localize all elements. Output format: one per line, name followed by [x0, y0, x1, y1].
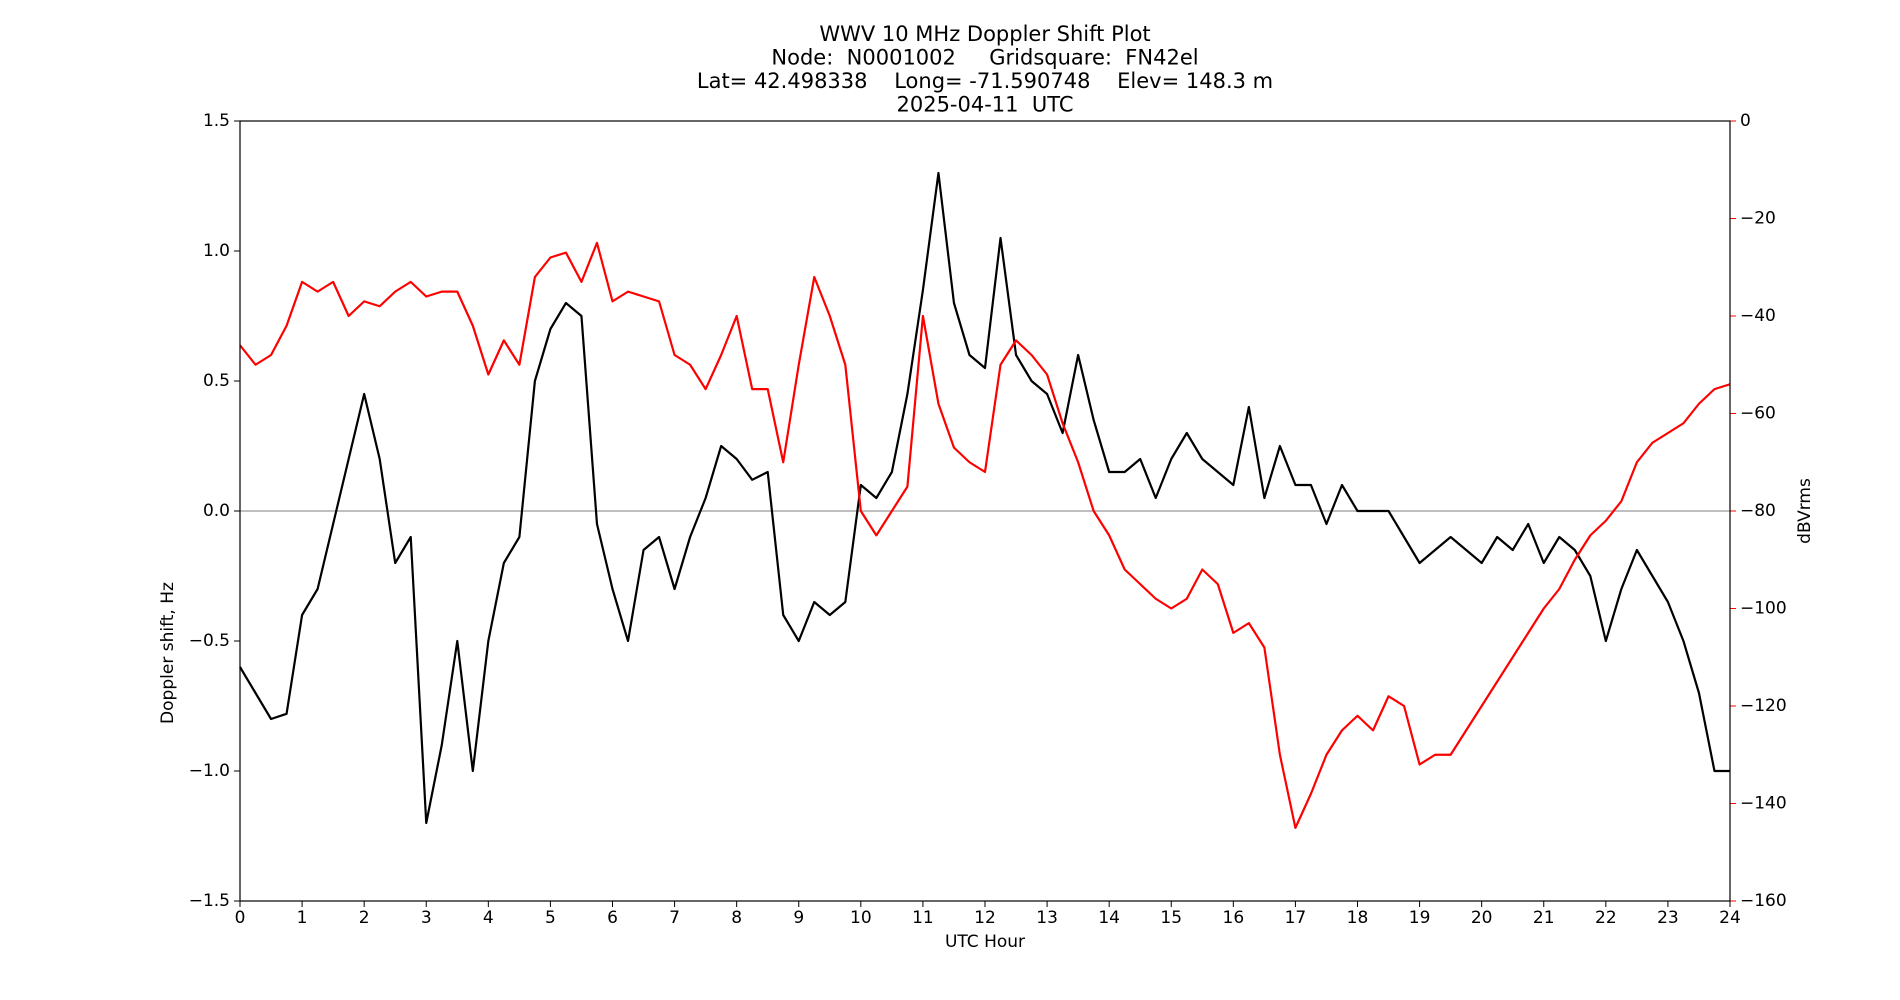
x-tick-label: 21 — [1533, 908, 1555, 928]
x-tick-label: 13 — [1036, 908, 1058, 928]
chart-title: Node: N0001002 Gridsquare: FN42el — [771, 46, 1198, 70]
series-line — [239, 171, 1730, 825]
x-tick-label: 17 — [1285, 908, 1307, 928]
plot-frame — [239, 120, 1731, 902]
y2-tick-label: −60 — [1740, 404, 1776, 424]
x-tick-label: 7 — [669, 908, 680, 928]
y-tick-label: −0.5 — [189, 631, 230, 651]
x-tick-label: 12 — [974, 908, 996, 928]
x-tick-label: 11 — [912, 908, 934, 928]
x-tick-label: 23 — [1657, 908, 1679, 928]
series-line — [239, 241, 1731, 829]
y-tick-label: 0.0 — [203, 501, 230, 521]
x-tick-label: 18 — [1347, 908, 1369, 928]
y2-tick-label: −140 — [1740, 794, 1787, 814]
y2-tick-label: 0 — [1740, 111, 1751, 131]
x-tick-label: 22 — [1595, 908, 1617, 928]
x-axis-label: UTC Hour — [945, 932, 1025, 952]
x-tick-label: 0 — [235, 908, 246, 928]
x-tick-label: 9 — [793, 908, 804, 928]
y2-tick-label: −40 — [1740, 306, 1776, 326]
y-tick-label: 1.0 — [203, 241, 230, 261]
x-tick-label: 1 — [297, 908, 308, 928]
chart-title: WWV 10 MHz Doppler Shift Plot — [819, 22, 1150, 46]
x-tick-label: 8 — [731, 908, 742, 928]
chart-title: 2025-04-11 UTC — [896, 93, 1073, 117]
y-tick-label: 0.5 — [203, 371, 230, 391]
x-tick-label: 4 — [483, 908, 494, 928]
y-axis-label: Doppler shift, Hz — [158, 582, 178, 724]
y2-tick-label: −20 — [1740, 209, 1776, 229]
y2-tick-label: −100 — [1740, 599, 1787, 619]
x-tick-label: 10 — [850, 908, 872, 928]
y-tick-label: 1.5 — [203, 111, 230, 131]
x-tick-label: 20 — [1471, 908, 1493, 928]
y-tick-label: −1.5 — [189, 891, 230, 911]
x-tick-label: 5 — [545, 908, 556, 928]
x-tick-label: 15 — [1160, 908, 1182, 928]
x-tick-label: 19 — [1409, 908, 1431, 928]
chart-title: Lat= 42.498338 Long= -71.590748 Elev= 14… — [697, 69, 1273, 93]
x-tick-label: 6 — [607, 908, 618, 928]
y2-tick-label: −160 — [1740, 891, 1787, 911]
x-tick-label: 24 — [1719, 908, 1741, 928]
y-tick-label: −1.0 — [189, 761, 230, 781]
x-tick-label: 2 — [359, 908, 370, 928]
x-tick-label: 14 — [1098, 908, 1120, 928]
x-tick-label: 3 — [421, 908, 432, 928]
y2-axis-label: dBVrms — [1795, 478, 1815, 544]
y2-tick-label: −80 — [1740, 501, 1776, 521]
x-tick-label: 16 — [1223, 908, 1245, 928]
y2-tick-label: −120 — [1740, 696, 1787, 716]
